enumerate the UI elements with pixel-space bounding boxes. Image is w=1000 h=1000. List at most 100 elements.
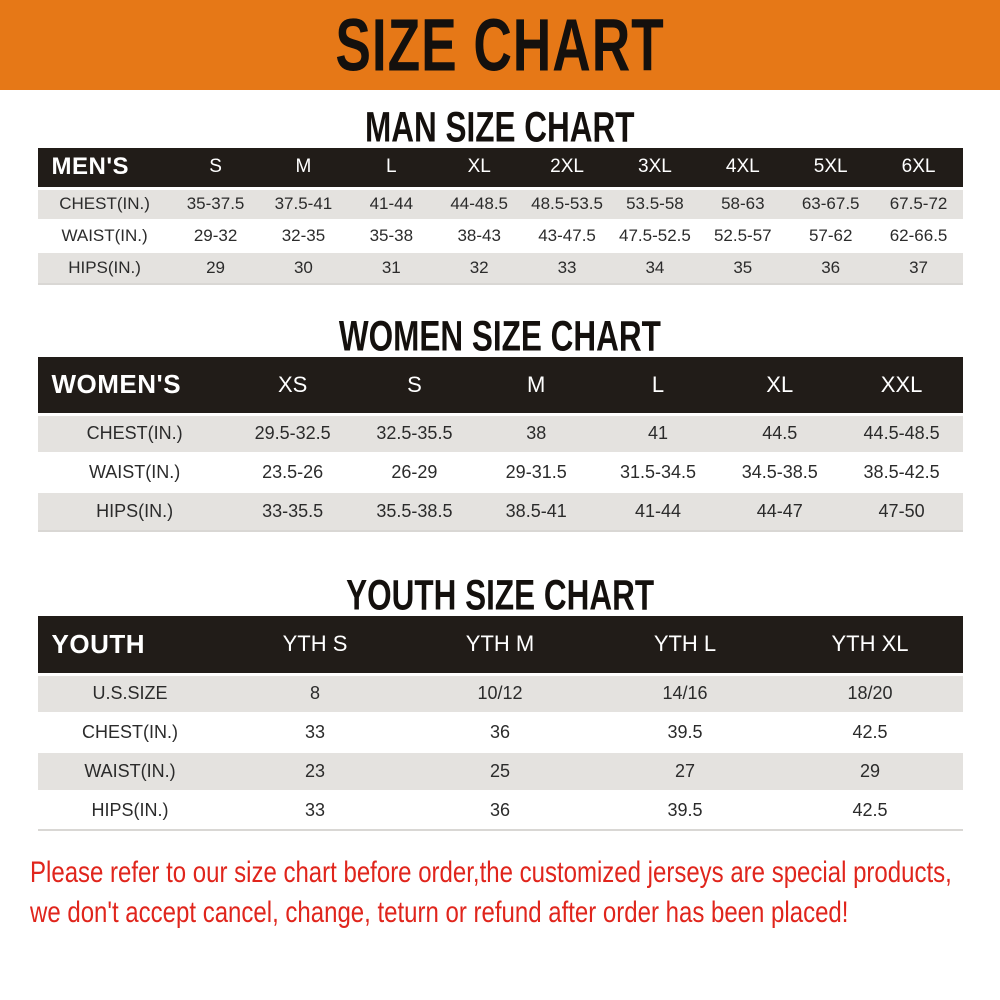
measurement-row: U.S.SIZE 8 10/12 14/16 18/20	[37, 674, 963, 713]
measurement-cell: 25	[489, 761, 511, 781]
measurement-cell: 36	[489, 800, 511, 820]
row-label: CHEST(IN.)	[86, 423, 183, 444]
measurement-cell: 27	[674, 761, 696, 781]
measurement-cell: 29	[206, 258, 226, 277]
table-group-label: WOMEN'S	[51, 369, 182, 400]
measurement-cell: 36	[821, 258, 841, 277]
measurement-cell: 35-38	[369, 226, 414, 245]
measurement-cell: 23.5-26	[262, 462, 324, 482]
measurement-cell: 53.5-58	[626, 194, 684, 214]
measurement-cell: 36	[489, 722, 511, 742]
measurement-cell: 38-43	[457, 226, 501, 245]
measurement-cell: 37	[909, 258, 929, 277]
size-column-header: S	[407, 371, 422, 397]
measurement-cell: 43-47.5	[538, 226, 596, 245]
size-column-header: 3XL	[638, 156, 672, 178]
size-column-header: S	[209, 156, 222, 178]
women-section-heading: WOMEN SIZE CHART	[0, 313, 1000, 361]
banner-title: SIZE CHART	[335, 3, 665, 87]
measurement-cell: 33	[304, 722, 326, 742]
size-column-header: YTH XL	[831, 631, 909, 657]
measurement-cell: 18/20	[847, 683, 893, 704]
youth-size-table: YOUTH YTH S YTH M YTH L YTH XL U.S.SIZE 8 10/12…	[37, 616, 963, 831]
measurement-row: CHEST(IN.) 35-37.5 37.5-41 41-44 44-48.5 48.5…	[37, 188, 963, 220]
women-size-table: WOMEN'S XS S M L XL XXL CHEST(IN.) 29.5-32.5 32.5…	[37, 357, 963, 532]
size-column-header: XL	[766, 371, 794, 397]
header-row: YOUTH YTH S YTH M YTH L YTH XL	[37, 616, 963, 674]
measurement-row: WAIST(IN.) 29-32 32-35 35-38 38-43 43-47.5 47.…	[37, 220, 963, 252]
measurement-cell: 52.5-57	[713, 226, 772, 245]
measurement-row: HIPS(IN.) 33-35.5 35.5-38.5 38.5-41 41-44 44-…	[37, 492, 963, 531]
measurement-cell: 48.5-53.5	[531, 194, 603, 214]
measurement-cell: 62-66.5	[889, 226, 948, 245]
youth-section-heading-text: YOUTH SIZE CHART	[345, 571, 654, 620]
size-column-header: YTH L	[653, 631, 717, 657]
measurement-cell: 29.5-32.5	[254, 423, 331, 444]
measurement-cell: 38.5-42.5	[863, 462, 940, 482]
measurement-row: CHEST(IN.) 33 36 39.5 42.5	[37, 713, 963, 752]
table-group-label: MEN'S	[51, 153, 130, 181]
measurement-cell: 33	[304, 800, 326, 820]
row-label: HIPS(IN.)	[96, 501, 174, 521]
measurement-cell: 33	[557, 258, 577, 277]
order-disclaimer: Please refer to our size chart before or…	[30, 853, 1000, 933]
size-column-header: 5XL	[813, 156, 848, 178]
row-label: HIPS(IN.)	[68, 258, 141, 277]
header-row: MEN'S S M L XL 2XL 3XL 4XL 5XL 6XL	[37, 148, 963, 188]
size-column-header: M	[295, 156, 312, 178]
youth-section-heading: YOUTH SIZE CHART	[0, 572, 1000, 620]
size-column-header: XS	[277, 371, 308, 397]
women-section-heading-text: WOMEN SIZE CHART	[338, 312, 661, 361]
measurement-cell: 32.5-35.5	[376, 423, 453, 444]
measurement-cell: 14/16	[662, 683, 708, 704]
measurement-cell: 33-35.5	[262, 501, 324, 521]
measurement-row: CHEST(IN.) 29.5-32.5 32.5-35.5 38 41 44.5 44.5…	[37, 414, 963, 453]
size-column-header: 2XL	[550, 156, 584, 178]
measurement-cell: 44.5	[762, 423, 798, 444]
size-column-header: 6XL	[901, 156, 936, 178]
size-column-header: YTH S	[282, 631, 348, 657]
measurement-cell: 32	[469, 258, 489, 277]
row-label: WAIST(IN.)	[84, 761, 176, 781]
measurement-cell: 31	[381, 258, 401, 277]
measurement-cell: 39.5	[667, 722, 703, 742]
measurement-row: HIPS(IN.) 29 30 31 32 33 34 35 36 37	[37, 252, 963, 284]
man-section-heading-text: MAN SIZE CHART	[365, 103, 635, 152]
size-column-header: 4XL	[725, 156, 760, 178]
measurement-cell: 32-35	[281, 226, 326, 245]
disclaimer-line-2: we don't accept cancel, change, teturn o…	[30, 896, 849, 929]
measurement-cell: 38	[526, 423, 547, 444]
measurement-cell: 47-50	[878, 501, 925, 521]
measurement-cell: 47.5-52.5	[619, 226, 691, 245]
measurement-cell: 34	[645, 258, 665, 277]
man-section-heading: MAN SIZE CHART	[0, 104, 1000, 152]
measurement-cell: 8	[309, 683, 320, 704]
row-label: WAIST(IN.)	[61, 226, 148, 245]
measurement-cell: 29-32	[193, 226, 238, 245]
measurement-cell: 35.5-38.5	[376, 501, 453, 521]
measurement-cell: 35-37.5	[186, 194, 245, 214]
measurement-cell: 42.5	[852, 722, 888, 742]
measurement-cell: 44-47	[756, 501, 803, 521]
measurement-cell: 26-29	[391, 462, 438, 482]
measurement-cell: 67.5-72	[889, 194, 948, 214]
size-column-header: XXL	[880, 371, 923, 397]
measurement-cell: 41-44	[369, 194, 414, 214]
table-group-label: YOUTH	[51, 628, 145, 659]
measurement-cell: 57-62	[808, 226, 853, 245]
row-label: CHEST(IN.)	[59, 194, 150, 214]
measurement-cell: 44.5-48.5	[863, 423, 940, 444]
measurement-cell: 31.5-34.5	[619, 462, 697, 482]
disclaimer-line-1: Please refer to our size chart before or…	[30, 856, 952, 889]
measurement-cell: 34.5-38.5	[741, 462, 818, 482]
size-column-header: YTH M	[465, 631, 535, 657]
row-label: WAIST(IN.)	[88, 462, 181, 482]
size-column-header: L	[386, 156, 397, 178]
row-label: HIPS(IN.)	[91, 800, 169, 820]
measurement-row: WAIST(IN.) 23 25 27 29	[37, 752, 963, 791]
measurement-cell: 42.5	[852, 800, 888, 820]
size-column-header: M	[527, 371, 546, 397]
measurement-cell: 37.5-41	[274, 194, 333, 214]
measurement-row: HIPS(IN.) 33 36 39.5 42.5	[37, 791, 963, 830]
measurement-cell: 35	[733, 258, 753, 277]
